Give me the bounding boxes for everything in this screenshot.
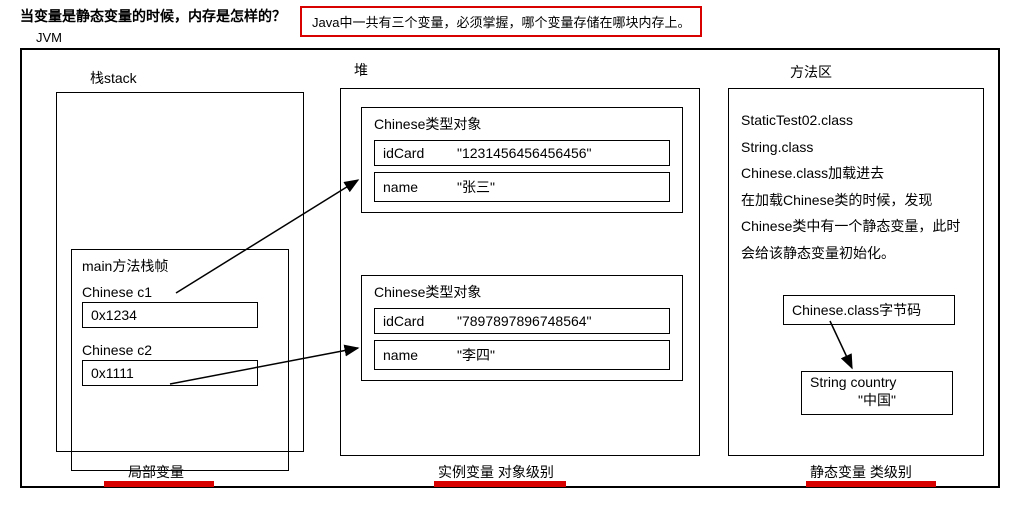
- c2-value: 0x1111: [82, 360, 258, 386]
- frame-title: main方法栈帧: [82, 256, 278, 276]
- red-underline-local: [104, 481, 214, 487]
- heap-box: Chinese类型对象 idCard "1231456456456456" na…: [340, 88, 700, 456]
- obj2-title: Chinese类型对象: [374, 282, 670, 302]
- obj2-idcard-value: "7897897896748564": [457, 313, 592, 329]
- jvm-container: 栈stack 堆 方法区 main方法栈帧 Chinese c1 0x1234 …: [20, 48, 1000, 488]
- stack-area-label: 栈stack: [90, 68, 137, 88]
- heap-object-1: Chinese类型对象 idCard "1231456456456456" na…: [361, 107, 683, 213]
- bottom-label-local: 局部变量: [128, 462, 184, 482]
- heap-area-label: 堆: [354, 60, 368, 80]
- obj1-idcard-row: idCard "1231456456456456": [374, 140, 670, 166]
- heap-object-2: Chinese类型对象 idCard "7897897896748564" na…: [361, 275, 683, 381]
- obj1-name-row: name "张三": [374, 172, 670, 202]
- c2-label: Chinese c2: [82, 342, 278, 358]
- obj2-idcard-row: idCard "7897897896748564": [374, 308, 670, 334]
- static-country-box: String country "中国": [801, 371, 953, 415]
- stack-box: main方法栈帧 Chinese c1 0x1234 Chinese c2 0x…: [56, 92, 304, 452]
- country-value: "中国": [810, 390, 944, 410]
- method-area-label: 方法区: [790, 62, 832, 82]
- red-underline-static: [806, 481, 936, 487]
- obj2-name-row: name "李四": [374, 340, 670, 370]
- obj1-idcard-value: "1231456456456456": [457, 145, 592, 161]
- obj2-name-value: "李四": [457, 345, 495, 365]
- bytecode-box: Chinese.class字节码: [783, 295, 955, 325]
- red-underline-instance: [434, 481, 566, 487]
- bottom-label-instance: 实例变量 对象级别: [438, 462, 554, 482]
- country-label: String country: [810, 374, 944, 390]
- page-title: 当变量是静态变量的时候，内存是怎样的？: [20, 6, 286, 26]
- jvm-label: JVM: [36, 30, 62, 45]
- obj1-name-value: "张三": [457, 177, 495, 197]
- method-area-text: StaticTest02.class String.class Chinese.…: [741, 107, 971, 267]
- method-area-box: StaticTest02.class String.class Chinese.…: [728, 88, 984, 456]
- obj2-name-label: name: [383, 347, 439, 363]
- bottom-label-static: 静态变量 类级别: [810, 462, 912, 482]
- c1-value: 0x1234: [82, 302, 258, 328]
- obj1-name-label: name: [383, 179, 439, 195]
- red-highlight-box: Java中一共有三个变量，必须掌握，哪个变量存储在哪块内存上。: [300, 6, 702, 37]
- obj1-title: Chinese类型对象: [374, 114, 670, 134]
- obj2-idcard-label: idCard: [383, 313, 439, 329]
- main-stack-frame: main方法栈帧 Chinese c1 0x1234 Chinese c2 0x…: [71, 249, 289, 471]
- c1-label: Chinese c1: [82, 284, 278, 300]
- obj1-idcard-label: idCard: [383, 145, 439, 161]
